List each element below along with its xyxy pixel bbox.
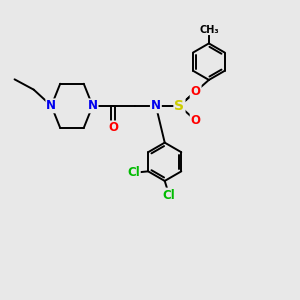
Text: CH₃: CH₃ [199, 25, 219, 34]
Text: N: N [151, 99, 161, 112]
Text: O: O [190, 114, 201, 127]
Text: O: O [108, 122, 118, 134]
Text: O: O [190, 85, 201, 98]
Text: Cl: Cl [163, 188, 175, 202]
Text: N: N [46, 99, 56, 112]
Text: Cl: Cl [127, 166, 140, 179]
Text: N: N [88, 99, 98, 112]
Text: S: S [174, 99, 184, 113]
